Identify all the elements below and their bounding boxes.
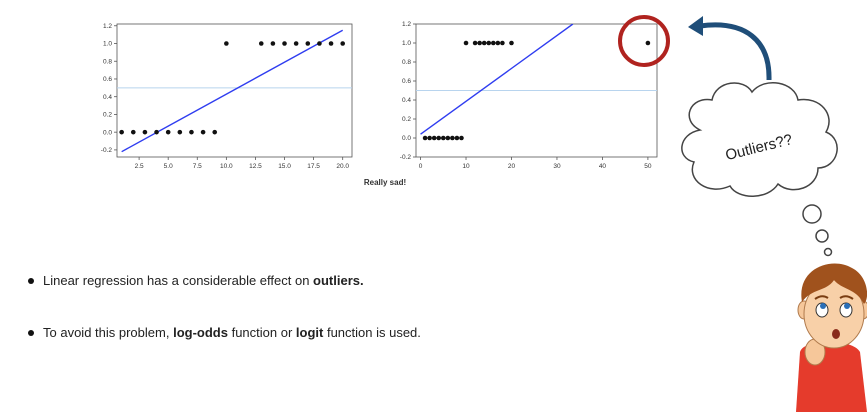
- data-point: [130, 129, 136, 135]
- data-point: [509, 40, 514, 46]
- data-point: [472, 40, 478, 46]
- data-point: [282, 41, 287, 46]
- data-point: [165, 129, 171, 135]
- chart-left: 2.5 5.0 7.5 10.0 12.5 15.0 17.5 20.0 -0.2 0.0 0.2 0…: [101, 23, 353, 170]
- data-point: [440, 135, 446, 141]
- data-point: [477, 40, 482, 46]
- data-point: [436, 135, 442, 141]
- y-tick-label: 1.0: [402, 40, 411, 47]
- y-tick-label: 0.2: [103, 112, 112, 119]
- bullet-item-logit: To avoid this problem, log-odds function…: [28, 325, 421, 340]
- data-point: [177, 129, 183, 135]
- thinking-boy-illustration: [796, 263, 867, 412]
- y-tick-label: 1.2: [402, 21, 411, 28]
- data-point: [258, 41, 264, 46]
- x-tick-label: 10.0: [220, 163, 233, 170]
- bullet-item-outliers: Linear regression has a considerable eff…: [28, 273, 364, 288]
- y-tick-label: 1.0: [103, 41, 112, 48]
- x-tick-label: 12.5: [249, 163, 262, 170]
- y-tick-label: 0.8: [103, 58, 112, 65]
- data-point: [463, 40, 469, 46]
- thought-cloud: Outliers??: [681, 82, 838, 257]
- chart-right: 0 10 20 30 40 50 -0.2 0.0 0.2 0.4 0.6 0.8 1.0 1.2: [400, 21, 658, 170]
- y-tick-label: 0.6: [103, 76, 112, 83]
- data-point: [486, 40, 492, 46]
- x-tick-label: 10: [462, 163, 470, 170]
- bullet-dot-icon: [28, 329, 34, 336]
- x-tick-label: 2.5: [135, 163, 144, 170]
- y-tick-label: 0.4: [103, 94, 112, 101]
- data-point: [491, 40, 496, 46]
- data-point: [119, 129, 124, 135]
- data-point: [495, 40, 501, 46]
- data-point: [427, 135, 432, 141]
- x-tick-label: 50: [644, 163, 652, 170]
- data-point: [459, 135, 464, 141]
- chart-caption: Really sad!: [363, 178, 407, 187]
- bullet-text: Linear regression has a considerable eff…: [43, 273, 364, 288]
- data-point: [328, 41, 334, 46]
- data-point: [224, 41, 229, 46]
- data-point: [293, 41, 299, 46]
- data-point: [645, 40, 651, 46]
- y-tick-label: -0.2: [101, 147, 113, 154]
- data-point: [200, 129, 206, 135]
- data-point: [270, 41, 276, 46]
- y-tick-label: -0.2: [400, 154, 412, 161]
- arrow-head-icon: [688, 16, 703, 36]
- y-tick-label: 1.2: [103, 23, 112, 30]
- data-point: [450, 135, 455, 141]
- x-tick-label: 30: [553, 163, 561, 170]
- y-tick-label: 0.6: [402, 78, 411, 85]
- data-point: [189, 129, 194, 135]
- data-point: [340, 41, 345, 46]
- x-tick-label: 5.0: [164, 163, 173, 170]
- x-tick-label: 20: [508, 163, 516, 170]
- y-tick-label: 0.4: [402, 97, 411, 104]
- x-tick-label: 15.0: [278, 163, 291, 170]
- x-tick-label: 7.5: [193, 163, 202, 170]
- bullet-dot-icon: [28, 277, 34, 284]
- x-tick-label: 17.5: [307, 163, 320, 170]
- outlier-highlight-circle: [618, 15, 670, 67]
- y-tick-label: 0.8: [402, 59, 411, 66]
- data-point: [154, 129, 159, 135]
- curved-arrow: [699, 22, 772, 81]
- data-point: [317, 41, 322, 46]
- data-point: [305, 41, 311, 46]
- y-tick-label: 0.0: [103, 129, 112, 136]
- data-point: [422, 135, 428, 141]
- data-point: [445, 135, 451, 141]
- data-point: [500, 40, 505, 46]
- data-point: [454, 135, 460, 141]
- y-tick-label: 0.0: [402, 135, 411, 142]
- x-tick-label: 40: [599, 163, 607, 170]
- y-tick-label: 0.2: [402, 116, 411, 123]
- x-tick-label: 0: [419, 163, 423, 170]
- data-point: [212, 129, 218, 135]
- regression-line: [420, 24, 574, 135]
- data-point: [142, 129, 148, 135]
- bullet-text: To avoid this problem, log-odds function…: [43, 325, 421, 340]
- x-tick-label: 20.0: [336, 163, 349, 170]
- data-point: [431, 135, 437, 141]
- data-point: [481, 40, 487, 46]
